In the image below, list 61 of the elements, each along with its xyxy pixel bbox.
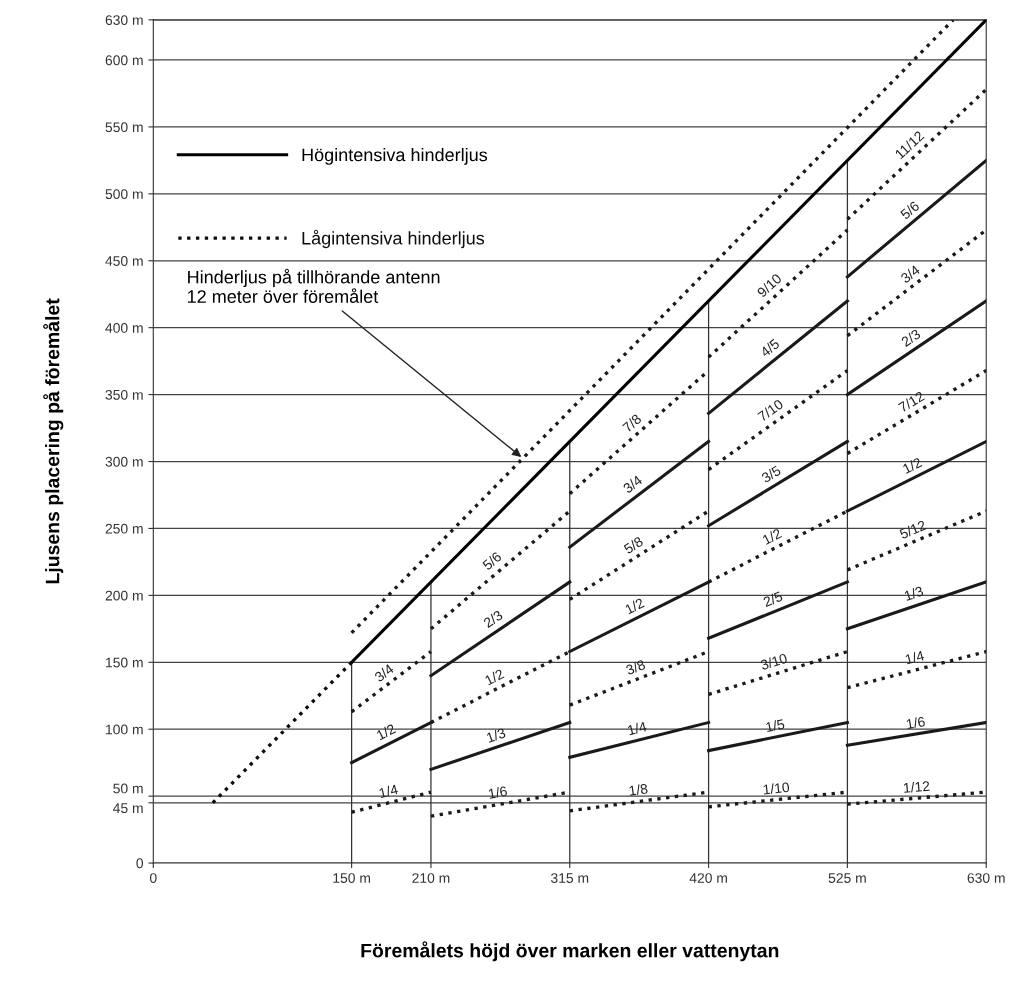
annotation: 2/5 bbox=[762, 590, 784, 608]
y-tick-label: 450 m bbox=[105, 256, 143, 266]
annotation: 7/12 bbox=[897, 390, 925, 413]
annotation: 3/5 bbox=[760, 464, 782, 484]
text: Lågintensiva hinderljus bbox=[302, 229, 485, 249]
x-tick-label: 210 m bbox=[412, 873, 450, 883]
y-tick-label: 150 m bbox=[106, 657, 143, 668]
annotation: Hinderljus på tillhörande antenn 12 meter över föremålet bbox=[187, 268, 440, 303]
x-tick-label: 420 m bbox=[689, 873, 727, 883]
annotation: 9/10 bbox=[756, 272, 783, 298]
annotation: 1/2 bbox=[375, 723, 397, 741]
annotation: 2/3 bbox=[900, 328, 922, 348]
x-tick-label: 630 m bbox=[967, 873, 1005, 883]
x-tick-label: 525 m bbox=[828, 873, 866, 883]
y-tick-label: 100 m bbox=[106, 724, 143, 735]
y-tick-label: 350 m bbox=[105, 389, 143, 400]
annotation: 1/3 bbox=[486, 727, 507, 743]
y-tick-label: 630 m bbox=[105, 15, 143, 26]
y-tick-label: 200 m bbox=[105, 590, 143, 601]
annotation: 1/2 bbox=[484, 668, 505, 686]
y-axis-title: Ljusens placering på föremålet bbox=[43, 298, 64, 584]
annotation: 5/8 bbox=[622, 535, 644, 555]
annotation: 1/8 bbox=[629, 783, 648, 796]
annotation: 7/10 bbox=[756, 398, 784, 422]
y-tick-label: 50 m bbox=[113, 783, 143, 794]
annotation: 3/8 bbox=[625, 659, 646, 676]
y-tick-label: 500 m bbox=[105, 189, 143, 199]
annotation: 1/10 bbox=[763, 781, 790, 795]
annotation: 1/6 bbox=[488, 785, 508, 799]
annotation: 3/10 bbox=[759, 652, 788, 671]
annotation: 5/6 bbox=[481, 551, 503, 571]
annotation: 1/2 bbox=[761, 527, 783, 545]
annotation: 1/3 bbox=[903, 585, 924, 601]
y-tick-label: 400 m bbox=[105, 323, 143, 333]
annotation: 1/2 bbox=[902, 456, 923, 474]
annotation: 2/3 bbox=[482, 609, 504, 629]
y-tick-label: 600 m bbox=[105, 55, 143, 66]
annotation: 1/12 bbox=[903, 780, 930, 793]
x-tick-label: 315 m bbox=[551, 873, 589, 883]
annotation: 5/12 bbox=[898, 519, 927, 540]
x-tick-label: 150 m bbox=[333, 873, 370, 883]
annotation: 1/6 bbox=[906, 716, 926, 730]
annotation: 3/4 bbox=[622, 474, 644, 494]
text: Högintensiva hinderljus bbox=[302, 148, 488, 165]
x-tick-label: 0 bbox=[149, 873, 157, 883]
annotation: 1/4 bbox=[904, 650, 925, 665]
annotation: 1/2 bbox=[624, 597, 645, 615]
annotation: 3/4 bbox=[899, 264, 921, 284]
annotation: 4/5 bbox=[759, 338, 781, 358]
x-axis-title: Föremålets höjd över marken eller vattenytan bbox=[361, 941, 779, 962]
y-tick-label: 45 m bbox=[113, 803, 143, 814]
annotation: 1/4 bbox=[627, 721, 648, 736]
y-tick-label: 550 m bbox=[105, 122, 143, 133]
y-tick-label: 0 bbox=[136, 858, 144, 869]
y-tick-label: 300 m bbox=[105, 456, 143, 467]
y-tick-label: 250 m bbox=[105, 523, 143, 534]
annotation: 3/4 bbox=[373, 663, 395, 683]
annotation: 1/4 bbox=[378, 783, 399, 799]
annotation: 1/5 bbox=[765, 718, 785, 733]
annotation: 7/8 bbox=[621, 413, 643, 433]
annotation: 5/6 bbox=[899, 200, 920, 220]
